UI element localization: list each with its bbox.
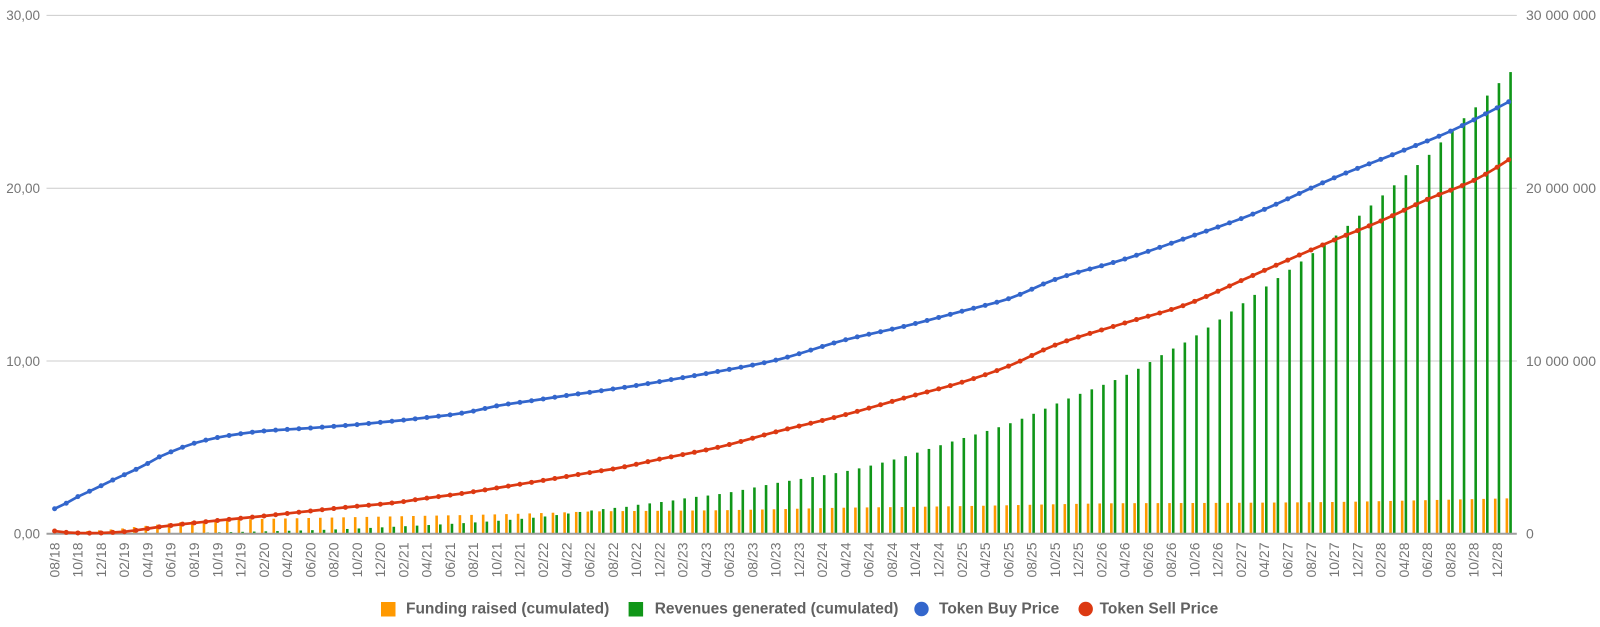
svg-text:02/21: 02/21: [395, 542, 411, 577]
svg-text:12/25: 12/25: [1070, 542, 1086, 577]
svg-text:20,00: 20,00: [6, 181, 40, 196]
svg-text:10/21: 10/21: [489, 542, 505, 577]
svg-text:08/19: 08/19: [186, 542, 202, 577]
svg-text:02/26: 02/26: [1093, 542, 1109, 577]
svg-text:02/23: 02/23: [675, 542, 691, 577]
svg-text:04/21: 04/21: [419, 542, 435, 577]
svg-text:10/25: 10/25: [1047, 542, 1063, 577]
svg-text:02/24: 02/24: [814, 542, 830, 577]
svg-text:Token Buy Price: Token Buy Price: [939, 601, 1060, 618]
svg-text:Token Sell Price: Token Sell Price: [1100, 601, 1219, 618]
svg-text:04/26: 04/26: [1117, 542, 1133, 577]
svg-text:10/19: 10/19: [209, 542, 225, 577]
svg-text:12/19: 12/19: [233, 542, 249, 577]
svg-text:04/20: 04/20: [279, 542, 295, 577]
svg-text:06/27: 06/27: [1280, 542, 1296, 577]
svg-text:10,00: 10,00: [6, 354, 40, 369]
svg-text:12/24: 12/24: [931, 542, 947, 577]
svg-text:0,00: 0,00: [14, 527, 40, 542]
svg-text:06/23: 06/23: [721, 542, 737, 577]
svg-text:10/20: 10/20: [349, 542, 365, 577]
svg-text:08/25: 08/25: [1024, 542, 1040, 577]
svg-text:08/23: 08/23: [744, 542, 760, 577]
svg-text:10/18: 10/18: [70, 542, 86, 577]
svg-text:08/20: 08/20: [326, 542, 342, 577]
svg-text:04/19: 04/19: [140, 542, 156, 577]
svg-text:06/24: 06/24: [861, 542, 877, 577]
svg-text:02/28: 02/28: [1373, 542, 1389, 577]
svg-text:10/28: 10/28: [1466, 542, 1482, 577]
svg-text:06/20: 06/20: [302, 542, 318, 577]
svg-text:04/24: 04/24: [837, 542, 853, 577]
svg-text:08/22: 08/22: [605, 542, 621, 577]
svg-text:10 000 000: 10 000 000: [1526, 353, 1596, 369]
svg-text:0: 0: [1526, 526, 1534, 542]
svg-text:06/25: 06/25: [1000, 542, 1016, 577]
svg-text:08/27: 08/27: [1303, 542, 1319, 577]
svg-text:04/25: 04/25: [977, 542, 993, 577]
svg-text:30 000 000: 30 000 000: [1526, 7, 1596, 23]
svg-text:12/18: 12/18: [93, 542, 109, 577]
svg-text:12/20: 12/20: [372, 542, 388, 577]
svg-text:06/19: 06/19: [163, 542, 179, 577]
svg-text:12/23: 12/23: [791, 542, 807, 577]
svg-text:12/26: 12/26: [1210, 542, 1226, 577]
svg-text:02/20: 02/20: [256, 542, 272, 577]
svg-text:04/22: 04/22: [558, 542, 574, 577]
svg-text:08/18: 08/18: [46, 542, 62, 577]
svg-text:04/23: 04/23: [698, 542, 714, 577]
svg-text:08/21: 08/21: [465, 542, 481, 577]
svg-text:12/28: 12/28: [1489, 542, 1505, 577]
svg-text:04/27: 04/27: [1256, 542, 1272, 577]
svg-text:20 000 000: 20 000 000: [1526, 180, 1596, 196]
svg-text:10/24: 10/24: [907, 542, 923, 577]
svg-text:Revenues generated (cumulated): Revenues generated (cumulated): [655, 601, 899, 618]
svg-text:02/27: 02/27: [1233, 542, 1249, 577]
svg-text:12/22: 12/22: [651, 542, 667, 577]
svg-text:10/26: 10/26: [1186, 542, 1202, 577]
svg-text:08/24: 08/24: [884, 542, 900, 577]
svg-text:02/19: 02/19: [116, 542, 132, 577]
svg-text:12/21: 12/21: [512, 542, 528, 577]
svg-text:10/23: 10/23: [768, 542, 784, 577]
svg-text:02/25: 02/25: [954, 542, 970, 577]
svg-text:06/28: 06/28: [1419, 542, 1435, 577]
svg-text:Funding raised (cumulated): Funding raised (cumulated): [406, 601, 609, 618]
svg-text:10/27: 10/27: [1326, 542, 1342, 577]
svg-text:30,00: 30,00: [6, 8, 40, 23]
svg-text:06/22: 06/22: [582, 542, 598, 577]
svg-text:06/21: 06/21: [442, 542, 458, 577]
svg-text:04/28: 04/28: [1396, 542, 1412, 577]
svg-text:12/27: 12/27: [1349, 542, 1365, 577]
svg-text:02/22: 02/22: [535, 542, 551, 577]
svg-text:08/26: 08/26: [1163, 542, 1179, 577]
svg-text:08/28: 08/28: [1442, 542, 1458, 577]
svg-text:06/26: 06/26: [1140, 542, 1156, 577]
svg-text:10/22: 10/22: [628, 542, 644, 577]
